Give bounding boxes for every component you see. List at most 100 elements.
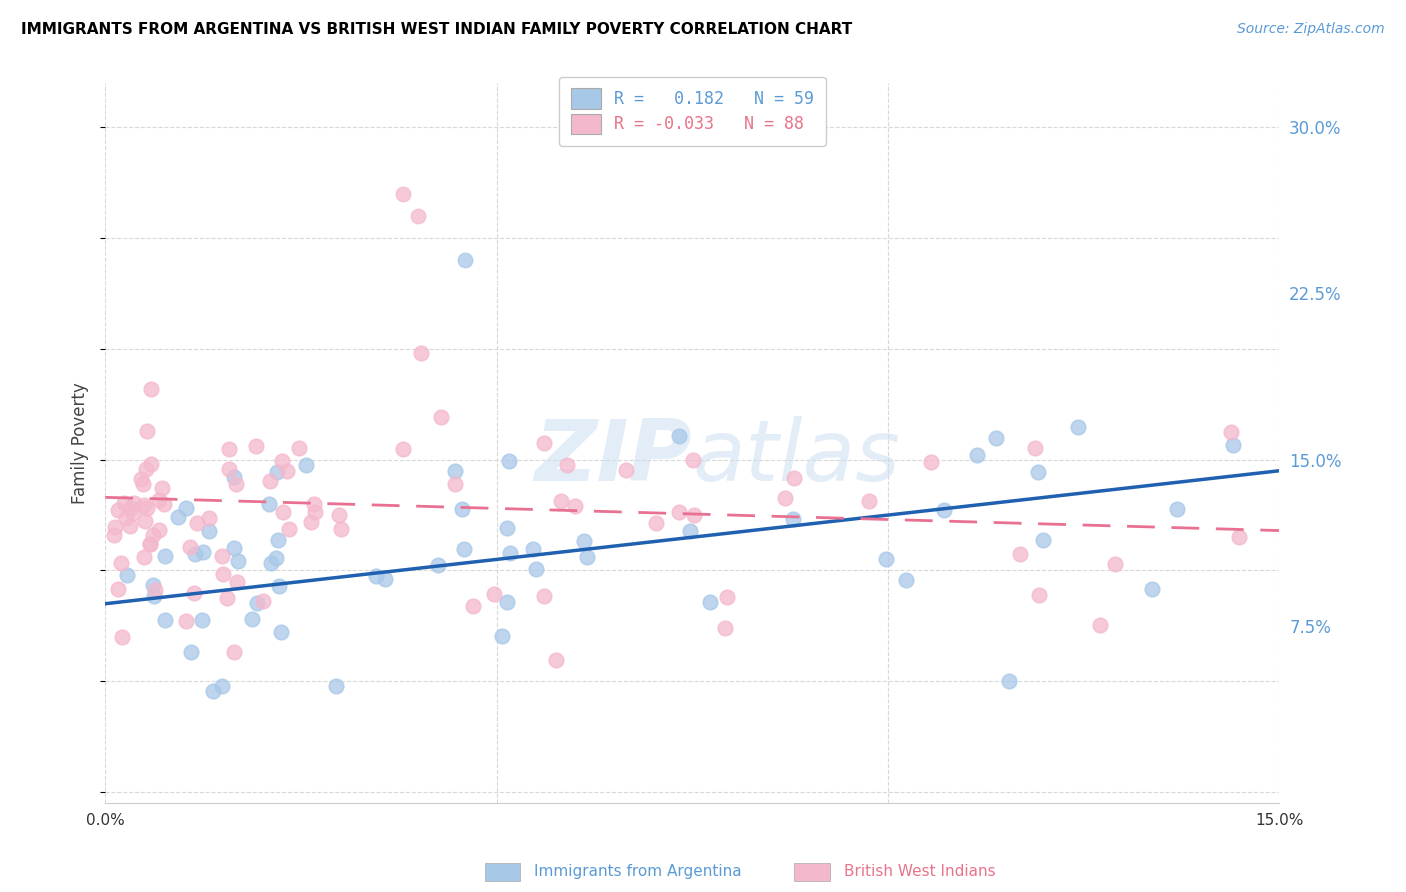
Point <box>266 551 288 566</box>
Point <box>574 533 596 548</box>
Point <box>773 491 796 505</box>
Point <box>259 474 281 488</box>
Point <box>443 476 465 491</box>
Text: Source: ZipAtlas.com: Source: ZipAtlas.com <box>1237 22 1385 37</box>
Point <box>1090 618 1112 632</box>
Point <box>211 679 233 693</box>
Point <box>875 551 897 566</box>
Point <box>1219 425 1241 439</box>
Point <box>143 589 166 603</box>
Point <box>526 562 548 576</box>
Point <box>225 574 247 589</box>
Point <box>668 428 690 442</box>
Point <box>408 209 430 223</box>
Point <box>783 470 806 484</box>
Point <box>391 186 413 201</box>
Point <box>495 521 517 535</box>
Point <box>142 528 165 542</box>
Point <box>484 587 506 601</box>
Point <box>150 481 173 495</box>
Point <box>304 505 326 519</box>
Text: ZIP: ZIP <box>534 416 692 499</box>
Point <box>998 674 1021 689</box>
Point <box>682 453 704 467</box>
Point <box>201 684 224 698</box>
Point <box>1008 547 1031 561</box>
Point <box>366 569 388 583</box>
Point <box>167 509 190 524</box>
Point <box>152 497 174 511</box>
Point <box>191 613 214 627</box>
Point <box>288 442 311 456</box>
Point <box>894 573 917 587</box>
Point <box>1166 502 1188 516</box>
Point <box>453 542 475 557</box>
Point <box>430 410 453 425</box>
Point <box>546 652 568 666</box>
Point <box>392 442 415 456</box>
Point <box>186 516 208 530</box>
Point <box>222 470 245 484</box>
Text: atlas: atlas <box>692 416 900 499</box>
Point <box>576 550 599 565</box>
Point <box>699 595 721 609</box>
Point <box>136 500 159 515</box>
Y-axis label: Family Poverty: Family Poverty <box>72 382 89 504</box>
Point <box>211 549 233 564</box>
Point <box>295 458 318 473</box>
Point <box>325 679 347 693</box>
Point <box>491 629 513 643</box>
Point <box>257 497 280 511</box>
Point <box>136 424 159 438</box>
Point <box>179 541 201 555</box>
Point <box>143 582 166 597</box>
Point <box>245 439 267 453</box>
Point <box>328 508 350 522</box>
Point <box>270 453 292 467</box>
Point <box>107 582 129 596</box>
Point <box>110 557 132 571</box>
Point <box>215 591 238 606</box>
Point <box>496 595 519 609</box>
Point <box>104 519 127 533</box>
Point <box>124 495 146 509</box>
Point <box>266 533 288 547</box>
Point <box>135 462 157 476</box>
Point <box>115 511 138 525</box>
Point <box>302 497 325 511</box>
Text: British West Indians: British West Indians <box>844 864 995 879</box>
Point <box>984 431 1007 445</box>
Point <box>132 499 155 513</box>
Point <box>451 501 474 516</box>
Point <box>212 566 235 581</box>
Point <box>107 502 129 516</box>
Point <box>266 466 288 480</box>
Point <box>276 464 298 478</box>
Point <box>533 436 555 450</box>
Point <box>1067 420 1090 434</box>
Point <box>226 554 249 568</box>
Point <box>139 458 162 472</box>
Point <box>148 523 170 537</box>
Point <box>683 508 706 522</box>
Point <box>118 519 141 533</box>
Point <box>1024 441 1046 455</box>
Point <box>645 516 668 531</box>
Point <box>920 454 942 468</box>
Point <box>668 505 690 519</box>
Point <box>1026 466 1049 480</box>
Point <box>555 458 578 472</box>
Text: Immigrants from Argentina: Immigrants from Argentina <box>534 864 742 879</box>
Point <box>499 546 522 560</box>
Point <box>1227 531 1250 545</box>
Point <box>1032 533 1054 547</box>
Point <box>222 541 245 555</box>
Point <box>533 589 555 603</box>
Point <box>134 514 156 528</box>
Legend: R =   0.182   N = 59, R = -0.033   N = 88: R = 0.182 N = 59, R = -0.033 N = 88 <box>560 77 825 145</box>
Point <box>270 624 292 639</box>
Point <box>564 499 586 513</box>
Point <box>240 612 263 626</box>
Point <box>260 556 283 570</box>
Point <box>103 528 125 542</box>
